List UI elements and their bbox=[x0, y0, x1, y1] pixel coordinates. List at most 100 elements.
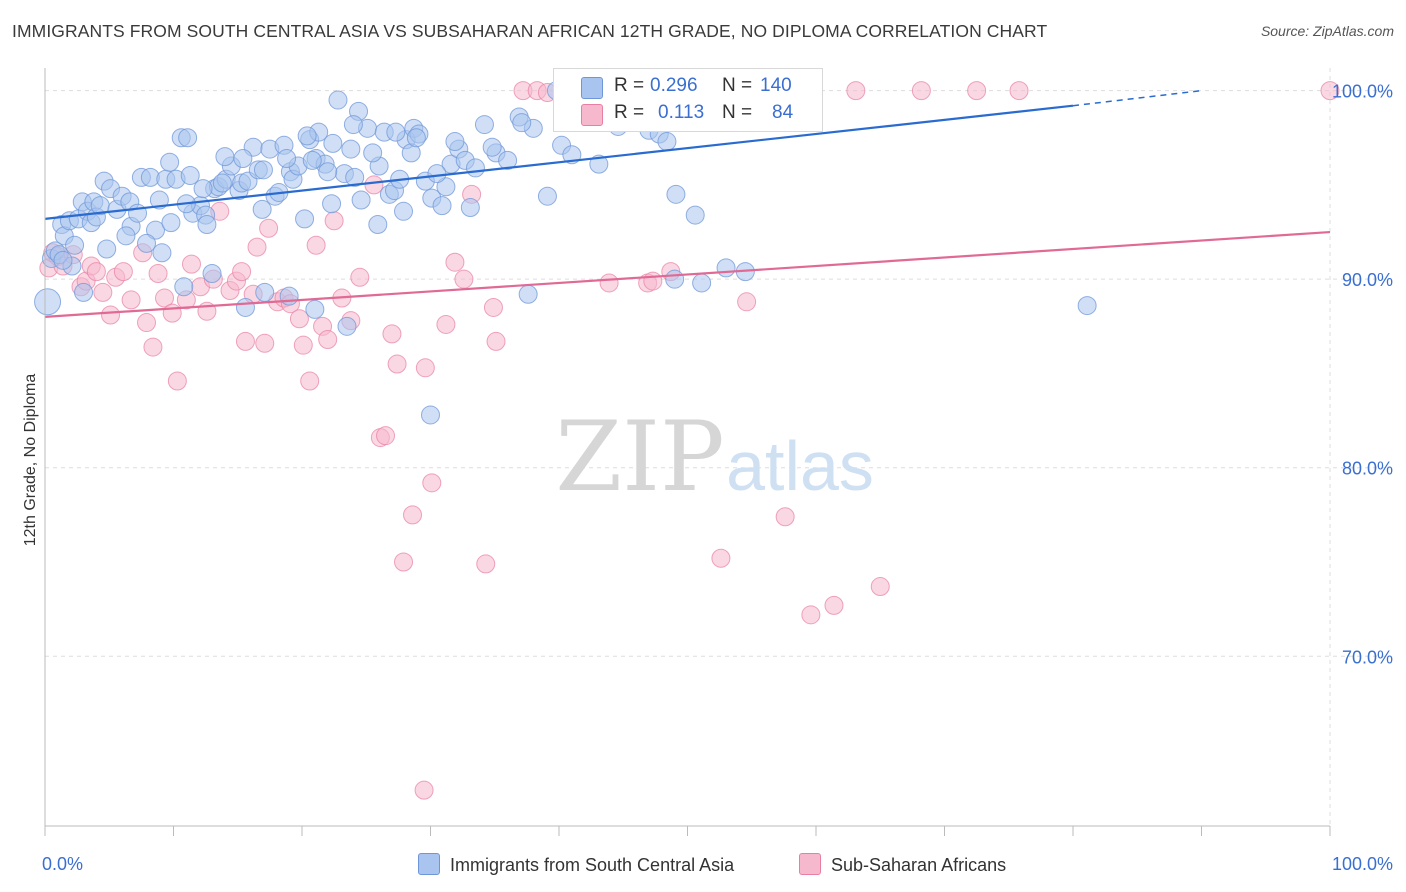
x-tick-label: 100.0% bbox=[1332, 854, 1393, 874]
legend-swatch-pink bbox=[799, 853, 821, 875]
data-point-subsaharan bbox=[143, 337, 163, 357]
legend-label-south-central-asia: Immigrants from South Central Asia bbox=[450, 855, 735, 875]
data-point-subsaharan bbox=[259, 218, 279, 238]
data-point-south-central-asia bbox=[474, 115, 494, 135]
data-point-subsaharan bbox=[364, 175, 384, 195]
data-point-south-central-asia bbox=[116, 226, 136, 246]
data-point-subsaharan bbox=[300, 371, 320, 391]
data-point-south-central-asia bbox=[445, 132, 465, 152]
watermark: ZIP atlas bbox=[555, 401, 874, 513]
legend-label-subsaharan: Sub-Saharan Africans bbox=[831, 855, 1007, 875]
data-point-subsaharan bbox=[376, 426, 396, 446]
data-point-south-central-asia bbox=[197, 215, 217, 235]
data-point-south-central-asia bbox=[716, 258, 736, 278]
data-point-subsaharan bbox=[415, 358, 435, 378]
legend-row-pink: R = 0.113 N = 84 bbox=[554, 100, 822, 128]
data-point-south-central-asia bbox=[235, 297, 255, 317]
data-point-south-central-asia bbox=[255, 282, 275, 302]
data-point-subsaharan bbox=[101, 305, 121, 325]
data-point-south-central-asia bbox=[305, 299, 325, 319]
data-point-subsaharan bbox=[436, 314, 456, 334]
legend-r-value-blue: 0.296 bbox=[650, 75, 698, 96]
legend-r-label: R = bbox=[614, 75, 645, 96]
data-point-subsaharan bbox=[232, 262, 252, 282]
data-point-south-central-asia bbox=[318, 162, 338, 182]
data-point-south-central-asia bbox=[657, 132, 677, 152]
data-point-subsaharan bbox=[93, 282, 113, 302]
data-point-subsaharan bbox=[476, 554, 496, 574]
data-point-subsaharan bbox=[775, 507, 795, 527]
data-point-subsaharan bbox=[414, 780, 434, 800]
legend-r-label: R = bbox=[614, 102, 645, 123]
data-point-subsaharan bbox=[324, 211, 344, 231]
data-point-subsaharan bbox=[846, 81, 866, 101]
x-tick-label: 0.0% bbox=[42, 854, 83, 874]
axes bbox=[44, 68, 1331, 836]
data-point-subsaharan bbox=[350, 267, 370, 287]
data-point-south-central-asia bbox=[665, 269, 685, 289]
y-tick-label: 100.0% bbox=[1332, 82, 1393, 102]
data-point-south-central-asia bbox=[212, 173, 232, 193]
data-point-south-central-asia bbox=[193, 179, 213, 199]
trend-line-subsaharan bbox=[44, 230, 1331, 318]
source-label: Source: ZipAtlas.com bbox=[1260, 23, 1394, 39]
legend-item-south-central-asia: Immigrants from South Central Asia bbox=[418, 853, 734, 876]
y-tick-label: 70.0% bbox=[1342, 647, 1393, 667]
data-point-south-central-asia bbox=[465, 158, 485, 178]
data-point-subsaharan bbox=[486, 331, 506, 351]
data-point-south-central-asia bbox=[685, 205, 705, 225]
legend-swatch-blue bbox=[581, 77, 603, 99]
data-point-subsaharan bbox=[643, 271, 663, 291]
data-point-south-central-asia bbox=[1077, 296, 1097, 316]
trend-lines bbox=[44, 89, 1331, 318]
data-point-subsaharan bbox=[289, 309, 309, 329]
data-point-subsaharan bbox=[247, 237, 267, 257]
data-point-south-central-asia bbox=[406, 128, 426, 148]
data-point-subsaharan bbox=[181, 254, 201, 274]
data-point-south-central-asia bbox=[74, 282, 94, 302]
legend-r-value-pink: 0.113 bbox=[658, 102, 705, 123]
data-point-south-central-asia bbox=[337, 316, 357, 336]
data-point-south-central-asia bbox=[427, 164, 447, 184]
data-point-south-central-asia bbox=[277, 149, 297, 169]
data-point-south-central-asia bbox=[149, 190, 169, 210]
data-point-south-central-asia bbox=[421, 405, 440, 425]
data-point-subsaharan bbox=[801, 605, 821, 625]
legend-row-blue: R = 0.296 N = 140 bbox=[554, 73, 822, 101]
legend-n-value-blue: 140 bbox=[760, 75, 792, 96]
data-point-subsaharan bbox=[967, 81, 987, 101]
data-point-south-central-asia bbox=[178, 128, 198, 148]
data-point-south-central-asia bbox=[53, 250, 73, 270]
data-point-south-central-asia bbox=[34, 288, 62, 316]
data-point-south-central-asia bbox=[562, 145, 582, 165]
data-point-south-central-asia bbox=[65, 235, 85, 255]
series-subsaharan-points bbox=[39, 81, 1340, 800]
data-point-subsaharan bbox=[155, 288, 175, 308]
y-tick-label: 80.0% bbox=[1342, 459, 1393, 479]
trend-line-south-central-asia bbox=[44, 104, 1074, 220]
data-point-south-central-asia bbox=[146, 220, 166, 240]
data-point-south-central-asia bbox=[202, 264, 222, 284]
data-point-subsaharan bbox=[162, 303, 182, 323]
data-point-subsaharan bbox=[167, 371, 187, 391]
legend-swatch-pink bbox=[581, 104, 603, 126]
data-point-subsaharan bbox=[483, 297, 503, 317]
data-point-south-central-asia bbox=[152, 243, 172, 263]
data-point-south-central-asia bbox=[160, 152, 180, 172]
data-point-south-central-asia bbox=[460, 198, 480, 218]
chart-title: IMMIGRANTS FROM SOUTH CENTRAL ASIA VS SU… bbox=[12, 21, 1048, 41]
data-point-subsaharan bbox=[121, 290, 141, 310]
data-point-south-central-asia bbox=[161, 213, 181, 233]
data-point-subsaharan bbox=[306, 235, 326, 255]
data-point-subsaharan bbox=[454, 269, 474, 289]
gridlines bbox=[45, 68, 1390, 826]
data-point-south-central-asia bbox=[137, 233, 157, 253]
data-point-south-central-asia bbox=[666, 184, 686, 204]
legend-swatch-blue bbox=[418, 853, 440, 875]
data-point-south-central-asia bbox=[537, 186, 557, 206]
data-point-south-central-asia bbox=[322, 194, 342, 214]
data-point-south-central-asia bbox=[279, 286, 299, 306]
data-point-south-central-asia bbox=[297, 126, 317, 146]
y-tick-label: 90.0% bbox=[1342, 270, 1393, 290]
data-point-subsaharan bbox=[445, 252, 465, 272]
